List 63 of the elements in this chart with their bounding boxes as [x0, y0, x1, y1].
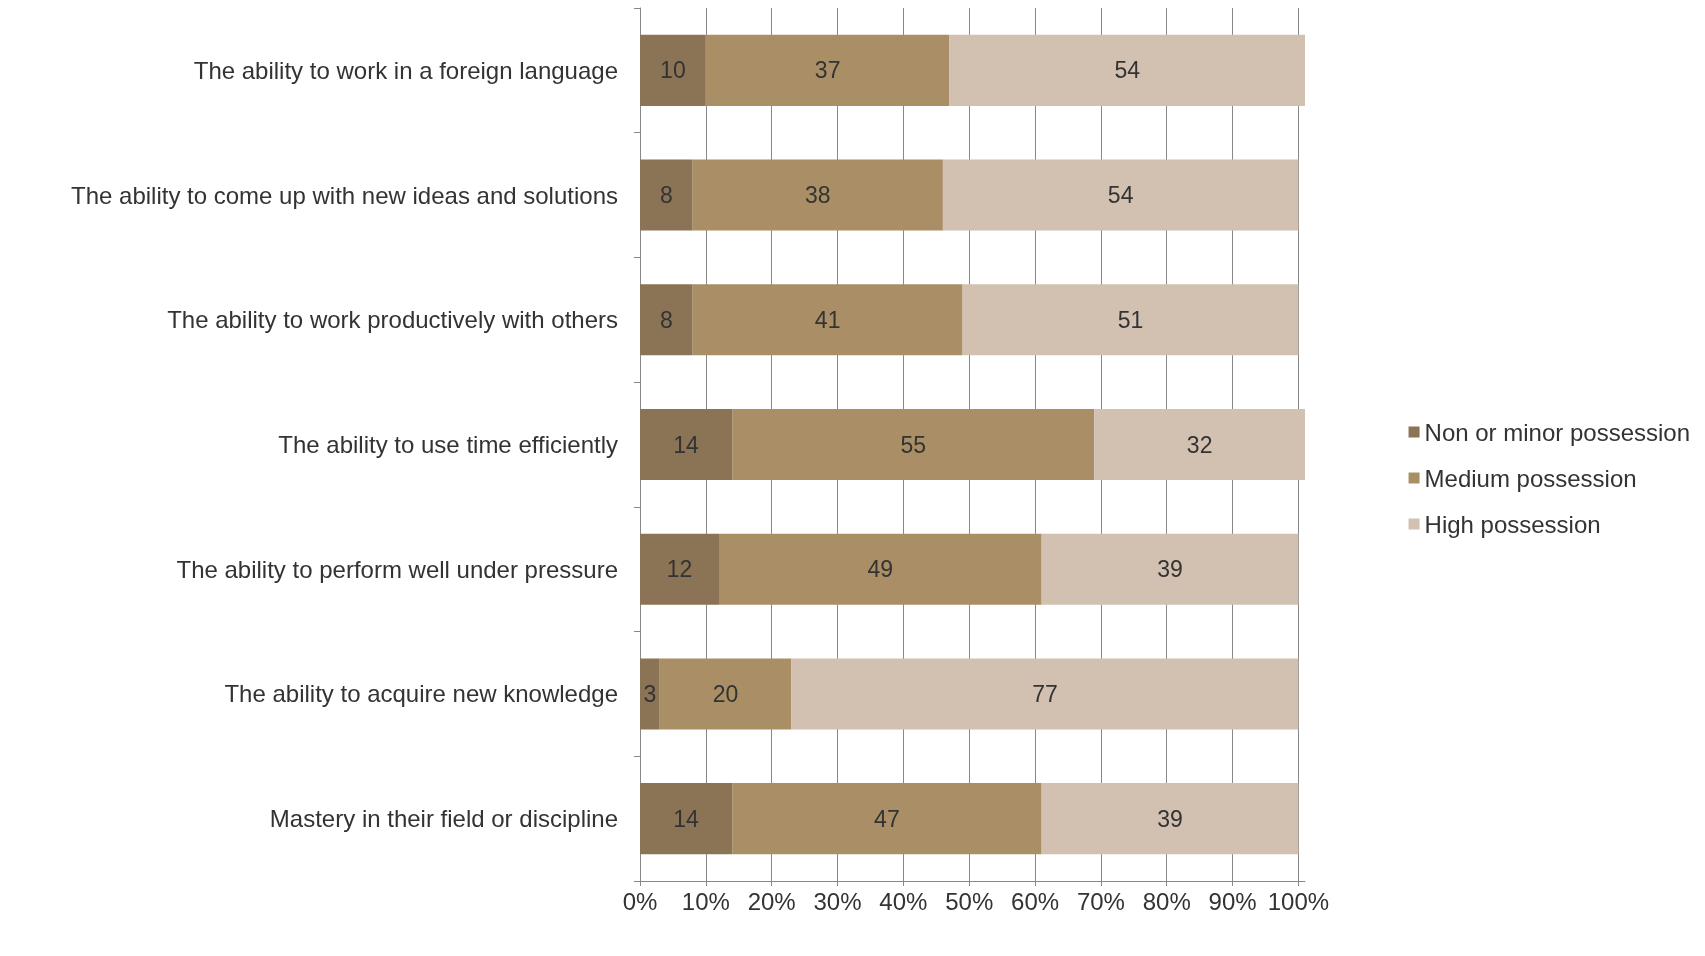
data-label: 39 — [1157, 805, 1183, 832]
data-label: 14 — [673, 805, 700, 832]
legend-label: Non or minor possession — [1424, 418, 1690, 446]
bar — [949, 34, 1305, 106]
data-label: 49 — [867, 556, 894, 583]
bar — [962, 284, 1299, 356]
bar — [640, 284, 693, 356]
data-label: 54 — [1114, 57, 1141, 84]
data-label: 55 — [900, 431, 927, 458]
data-label: 20 — [712, 680, 739, 707]
bar — [692, 159, 943, 231]
x-tick-label: 80% — [1142, 887, 1191, 915]
legend-label: Medium possession — [1424, 464, 1637, 492]
data-label: 77 — [1032, 680, 1058, 707]
bar — [732, 408, 1095, 481]
x-tick-label: 100% — [1267, 887, 1330, 915]
data-label: 12 — [666, 556, 693, 583]
bar — [640, 159, 693, 231]
data-label: 54 — [1107, 182, 1134, 209]
data-label: 51 — [1117, 306, 1144, 333]
data-label: 8 — [659, 182, 673, 209]
y-tick-label: The ability to perform well under pressure — [176, 555, 618, 583]
bar — [942, 159, 1299, 231]
data-label: 37 — [814, 57, 841, 84]
x-tick-label: 60% — [1011, 887, 1060, 915]
data-label: 39 — [1157, 556, 1183, 583]
bar — [640, 408, 733, 481]
y-tick-label: The ability to use time efficiently — [278, 431, 618, 458]
bar — [1041, 783, 1299, 855]
data-label: 14 — [673, 431, 700, 458]
y-tick-label: The ability to work in a foreign language — [193, 56, 618, 84]
y-tick-label: Mastery in their field or discipline — [269, 805, 618, 833]
data-label: 32 — [1186, 431, 1213, 458]
bar — [1041, 533, 1299, 605]
legend-label: High possession — [1424, 510, 1601, 538]
x-tick-label: 30% — [813, 887, 862, 915]
bar — [705, 34, 950, 106]
x-tick-label: 90% — [1208, 887, 1257, 915]
bar — [692, 284, 963, 356]
x-tick-label: 50% — [945, 887, 994, 915]
y-tick-label: The ability to acquire new knowledge — [224, 680, 618, 708]
data-label: 38 — [804, 182, 831, 209]
bar — [1094, 408, 1305, 481]
x-tick-label: 10% — [681, 887, 730, 915]
x-tick-label: 20% — [747, 887, 796, 915]
x-tick-label: 40% — [879, 887, 928, 915]
bar — [640, 533, 720, 605]
data-label: 10 — [660, 57, 686, 84]
x-tick-label: 70% — [1076, 887, 1125, 915]
data-label: 3 — [643, 680, 657, 707]
bar — [791, 658, 1299, 730]
bar — [732, 783, 1042, 855]
bar — [640, 658, 660, 730]
bar — [640, 783, 733, 855]
bar — [719, 533, 1042, 605]
bar — [659, 658, 792, 730]
data-label: 47 — [874, 805, 900, 832]
bar — [640, 34, 706, 106]
y-tick-label: The ability to work productively with others — [167, 306, 618, 334]
y-tick-label: The ability to come up with new ideas and solutions — [71, 181, 618, 209]
data-label: 41 — [814, 306, 841, 333]
x-tick-label: 0% — [622, 887, 658, 915]
data-label: 8 — [659, 306, 673, 333]
